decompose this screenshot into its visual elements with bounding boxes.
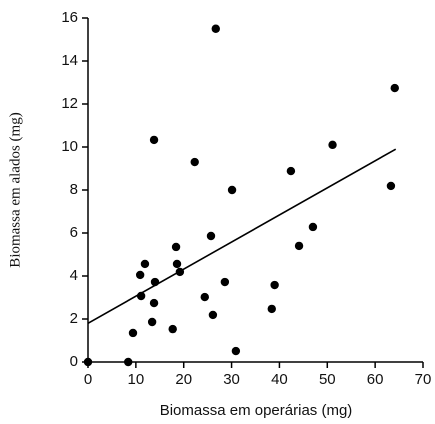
y-tick-label: 8: [70, 181, 78, 198]
point: [140, 259, 150, 269]
point: [386, 181, 396, 191]
point: [168, 324, 177, 334]
point: [128, 328, 138, 338]
y-tick-label: 4: [70, 267, 78, 284]
point: [390, 83, 399, 93]
x-tick-label: 40: [271, 371, 288, 388]
regression-line: [87, 148, 397, 324]
y-tick-label: 16: [61, 9, 78, 26]
point: [208, 310, 218, 320]
point: [135, 270, 145, 280]
y-axis-label: Biomassa em alados (mg): [7, 112, 23, 267]
point: [200, 292, 209, 302]
point: [147, 317, 157, 327]
x-tick-label: 50: [319, 371, 336, 388]
point: [286, 166, 296, 176]
y-tick-label: 14: [61, 52, 78, 69]
y-tick-label: 10: [61, 138, 78, 155]
y-tick-label: 2: [70, 310, 78, 327]
point: [328, 140, 337, 150]
point: [171, 242, 181, 252]
y-tick-label: 12: [61, 95, 78, 112]
point: [124, 357, 133, 367]
x-tick-label: 60: [367, 371, 384, 388]
point: [308, 222, 318, 232]
point: [149, 298, 159, 308]
point: [206, 231, 216, 241]
point: [227, 185, 237, 195]
x-axis-label: Biomassa em operárias (mg): [160, 402, 353, 419]
point: [83, 357, 93, 367]
x-tick-label: 10: [128, 371, 145, 388]
y-tick-label: 6: [70, 224, 78, 241]
point: [270, 280, 279, 290]
point: [294, 241, 304, 251]
y-tick-label: 0: [70, 353, 78, 370]
x-tick-label: 0: [84, 371, 92, 388]
point: [190, 157, 199, 167]
point: [211, 24, 220, 33]
x-tick-label: 70: [415, 371, 432, 388]
x-tick-label: 30: [223, 371, 240, 388]
point: [267, 304, 276, 314]
point: [220, 277, 230, 287]
point: [231, 346, 241, 356]
point: [149, 135, 159, 145]
point: [172, 259, 182, 269]
x-tick-label: 20: [175, 371, 192, 388]
